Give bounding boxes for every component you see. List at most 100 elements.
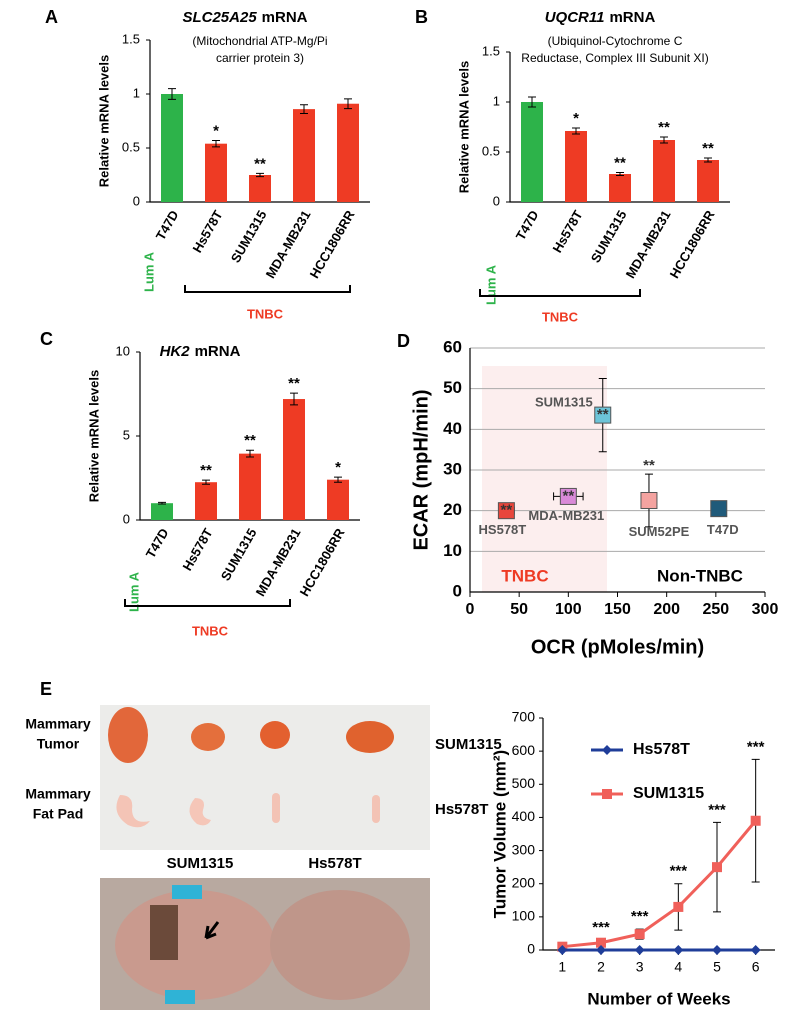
x-tick-label: T47D [153, 208, 182, 243]
tissue [115, 890, 275, 1000]
x-tick-label: 2 [597, 959, 605, 975]
point [594, 406, 612, 424]
significance: *** [708, 801, 726, 818]
x-tick-label: MDA-MB231 [253, 526, 304, 599]
title-gene: UQCR11 [545, 9, 605, 26]
point-label: SUM52PE [629, 524, 690, 539]
point-label: HS578T [479, 522, 527, 537]
y-axis-label: Tumor Volume (mm²) [490, 750, 509, 918]
error-bar [246, 449, 254, 458]
significance: *** [592, 919, 610, 936]
subtitle: Reductase, Complex III Subunit XI) [521, 51, 708, 65]
significance: ** [702, 140, 714, 157]
legend-label: Hs578T [633, 741, 690, 758]
y-tick-label: 0.5 [122, 139, 140, 154]
y-tick-label: 40 [443, 419, 462, 438]
significance: ** [288, 375, 300, 392]
significance: ** [244, 432, 256, 449]
marker [750, 815, 761, 826]
title-gene: HK2 [160, 343, 191, 360]
x-tick-label: 6 [752, 959, 760, 975]
significance: ** [254, 155, 266, 172]
marker [634, 929, 645, 940]
error-bar [334, 476, 342, 483]
x-tick-label: T47D [143, 526, 172, 561]
title-rest: mRNA [609, 9, 655, 26]
row-label: Tumor [37, 736, 80, 752]
group-label: TNBC [542, 309, 579, 324]
x-tick-label: 300 [752, 601, 779, 618]
group-label: Lum A [141, 251, 156, 292]
x-tick-label: HCC1806RR [307, 207, 358, 281]
bar [565, 131, 587, 202]
x-tick-label: Hs578T [189, 208, 225, 256]
x-tick-label: Hs578T [549, 208, 585, 256]
error-bar [290, 392, 298, 406]
legend-label: SUM1315 [633, 785, 704, 802]
error-bar [344, 98, 352, 110]
error-bar [616, 172, 624, 176]
significance: * [573, 110, 579, 127]
point-label: MDA-MB231 [528, 508, 604, 523]
side-label: Hs578T [435, 801, 488, 818]
tumor [191, 723, 225, 751]
row-label: Mammary [25, 786, 91, 802]
y-axis-label: Relative mRNA levels [456, 61, 471, 193]
arrow [204, 921, 220, 940]
bar [521, 102, 543, 202]
significance: *** [747, 738, 765, 755]
marker [596, 937, 606, 948]
y-tick-label: 0 [493, 193, 500, 208]
y-axis-label: Relative mRNA levels [96, 55, 111, 187]
fat-pad [372, 795, 380, 823]
y-tick-label: 5 [123, 427, 130, 442]
bar [337, 103, 359, 202]
region-label: Non-TNBC [657, 566, 743, 585]
x-tick-label: SUM1315 [228, 208, 270, 266]
bar [195, 482, 217, 520]
chart-title: SLC25A25 mRNA [182, 9, 307, 26]
title-rest: mRNA [195, 343, 241, 360]
y-tick-label: 0 [527, 941, 535, 957]
x-tick-label: 250 [702, 601, 729, 618]
y-tick-label: 200 [512, 874, 536, 890]
y-tick-label: 100 [512, 908, 536, 924]
y-tick-label: 1 [493, 93, 500, 108]
error-bar [300, 104, 308, 114]
point [559, 487, 577, 505]
y-tick-label: 300 [512, 841, 536, 857]
bar [653, 140, 675, 202]
x-tick-label: SUM1315 [588, 208, 630, 266]
x-tick-label: Hs578T [179, 526, 215, 574]
chart-title: HK2 mRNA [160, 343, 241, 360]
panel-label: E [40, 679, 52, 699]
bar [151, 503, 173, 520]
fat-pad [116, 795, 150, 828]
region-label: TNBC [501, 566, 548, 585]
y-tick-label: 500 [512, 775, 536, 791]
y-tick-label: 400 [512, 808, 536, 824]
marker [673, 945, 684, 955]
axis [469, 348, 765, 593]
x-tick-label: MDA-MB231 [263, 208, 314, 281]
significance: * [335, 459, 341, 476]
point-label: SUM1315 [535, 395, 593, 410]
point-label: T47D [707, 522, 739, 537]
panel-label: A [45, 7, 58, 27]
title-rest: mRNA [262, 9, 308, 26]
y-tick-label: 20 [443, 500, 462, 519]
y-axis-label: ECAR (mpH/min) [410, 389, 432, 550]
marker [712, 945, 722, 955]
group-label: TNBC [247, 306, 284, 321]
chart-title: UQCR11 mRNA [545, 9, 656, 26]
y-tick-label: 50 [443, 378, 462, 397]
significance: ** [614, 154, 626, 171]
group-label: Lum A [126, 571, 141, 612]
x-tick-label: 200 [653, 601, 680, 618]
bottom-label: SUM1315 [167, 855, 234, 872]
x-tick-label: 50 [510, 601, 528, 618]
marker [750, 945, 761, 955]
y-tick-label: 30 [443, 459, 462, 478]
point [710, 500, 728, 518]
